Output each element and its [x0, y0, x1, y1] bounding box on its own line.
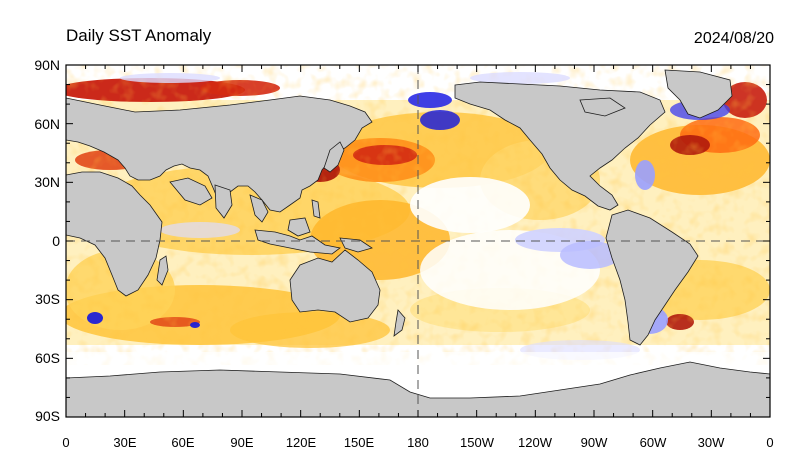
southeast-asia-land: [249, 194, 269, 223]
lon-label-150w: 150W: [460, 435, 495, 450]
india-land: [214, 184, 233, 219]
lat-label-30s: 30S: [35, 291, 60, 307]
new-zealand-land: [393, 309, 406, 337]
lon-label-30e: 30E: [113, 435, 136, 450]
lon-label-0-east: 0: [766, 435, 773, 450]
africa-land: [66, 171, 163, 297]
new-guinea-land: [339, 237, 373, 253]
lat-label-90s: 90S: [35, 408, 60, 424]
lat-label-90n: 90N: [34, 57, 60, 73]
axis-ticks: [65, 64, 771, 418]
lat-label-60n: 60N: [34, 116, 60, 132]
map-date: 2024/08/20: [693, 30, 774, 47]
map-title: Daily SST Anomaly: [66, 26, 212, 45]
eurasia-land: [66, 95, 373, 213]
lon-label-90w: 90W: [581, 435, 608, 450]
greenland-land: [664, 69, 733, 119]
lon-label-120e: 120E: [286, 435, 317, 450]
arctic-islands-land: [579, 97, 626, 117]
lon-label-150e: 150E: [344, 435, 375, 450]
lat-label-0: 0: [52, 233, 60, 249]
madagascar-land: [156, 255, 169, 286]
lon-label-180: 180: [407, 435, 429, 450]
longitude-labels: 0 30E 60E 90E 120E 150E 180 150W 120W 90…: [62, 435, 773, 450]
lon-label-30w: 30W: [698, 435, 725, 450]
north-america-land: [454, 81, 666, 211]
latitude-labels: 90N 60N 30N 0 30S 60S 90S: [34, 57, 60, 424]
australia-land: [289, 249, 381, 323]
antarctica-land: [66, 361, 770, 417]
land-masses: [66, 69, 770, 417]
south-america-land: [605, 209, 699, 346]
lon-label-60w: 60W: [640, 435, 667, 450]
lat-label-60s: 60S: [35, 350, 60, 366]
japan-land: [323, 141, 345, 173]
lon-label-60e: 60E: [171, 435, 194, 450]
borneo-land: [287, 217, 311, 237]
arabia-land: [169, 177, 213, 206]
lon-label-0: 0: [62, 435, 69, 450]
lon-label-120w: 120W: [518, 435, 553, 450]
indonesia-islands: [254, 229, 341, 255]
philippines-land: [311, 199, 321, 219]
lon-label-90e: 90E: [230, 435, 253, 450]
lat-label-30n: 30N: [34, 174, 60, 190]
